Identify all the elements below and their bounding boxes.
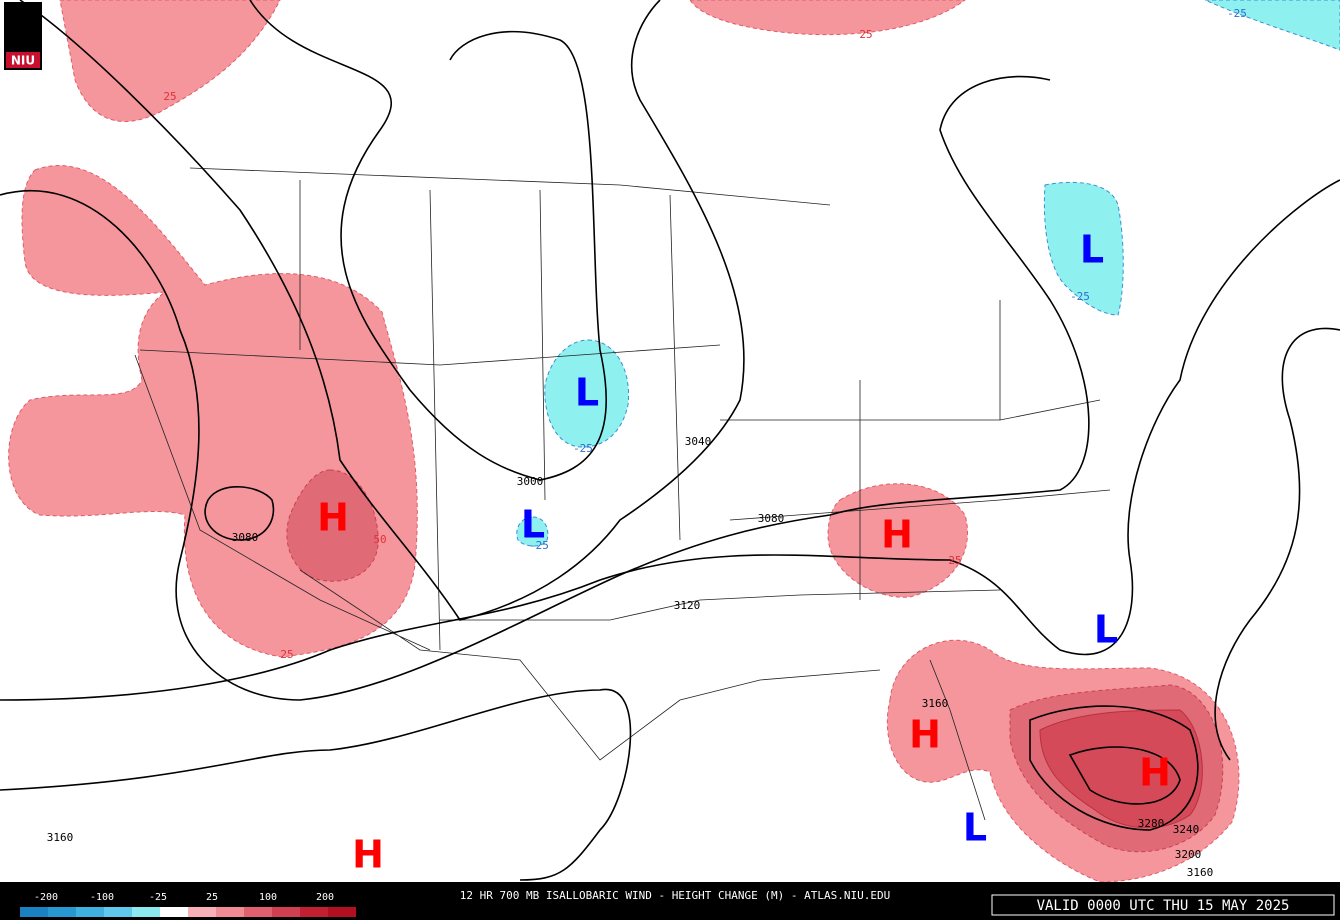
footer-title: 12 HR 700 MB ISALLOBARIC WIND - HEIGHT C… <box>460 889 890 902</box>
height-contour <box>0 75 1090 701</box>
legend-swatch <box>328 907 356 917</box>
legend-label: 200 <box>316 892 334 903</box>
pressure-center: H <box>909 713 941 757</box>
legend-swatch <box>132 907 160 917</box>
contour-label: 3080 <box>758 512 785 525</box>
pressure-center: L <box>1094 608 1118 652</box>
pressure-center: L <box>521 503 545 547</box>
legend-swatch <box>104 907 132 917</box>
height-rise-area <box>827 483 969 598</box>
height-change-label: 25 <box>859 28 872 41</box>
contour-label: 3040 <box>685 435 712 448</box>
pressure-center: L <box>1080 228 1104 272</box>
height-fall-area <box>544 339 630 448</box>
logo-band <box>6 52 40 68</box>
contour-label: 3160 <box>1187 866 1214 879</box>
legend-swatch <box>188 907 216 917</box>
pressure-center: L <box>575 371 599 415</box>
pressure-center: H <box>1139 751 1171 795</box>
height-change-label: 25 <box>948 554 961 567</box>
contour-label: 3280 <box>1138 817 1165 830</box>
height-contour <box>249 0 608 481</box>
legend-swatch <box>160 907 188 917</box>
legend-swatch <box>244 907 272 917</box>
contour-label: 3160 <box>47 831 74 844</box>
pressure-center: L <box>963 806 987 850</box>
height-contour <box>19 0 745 621</box>
legend-label: 25 <box>206 892 218 903</box>
height-change-label: -25 <box>1070 290 1090 303</box>
height-change-label: 25 <box>280 648 293 661</box>
pressure-center: H <box>317 496 349 540</box>
pressure-center: H <box>881 513 913 557</box>
contour-label: 3000 <box>517 475 544 488</box>
valid-time: VALID 0000 UTC THU 15 MAY 2025 <box>1037 898 1290 914</box>
contour-label: 3120 <box>674 599 701 612</box>
height-rise-area <box>1039 709 1203 829</box>
valid-box <box>991 894 1335 916</box>
height-fall-area <box>516 516 549 547</box>
contour-label: 3160 <box>922 697 949 710</box>
legend: -200 -100 -25 25 100 200 <box>20 892 356 917</box>
height-contour <box>0 179 1340 701</box>
legend-label: -100 <box>90 892 114 903</box>
legend-label: -200 <box>34 892 58 903</box>
height-fall-area <box>1043 181 1124 316</box>
height-rise-area <box>286 469 379 582</box>
height-rise-area <box>689 0 966 36</box>
contour-label: 3080 <box>232 531 259 544</box>
legend-swatch <box>300 907 328 917</box>
height-contour <box>0 688 632 881</box>
legend-swatch <box>20 907 48 917</box>
height-change-label: -25 <box>529 539 549 552</box>
contour-label: 3200 <box>1175 848 1202 861</box>
logo-text: NIU <box>11 54 35 68</box>
height-change-label: -25 <box>573 442 593 455</box>
height-rise-area <box>59 0 281 122</box>
height-change-label: 50 <box>373 533 386 546</box>
height-contour <box>204 486 275 541</box>
legend-label: 100 <box>259 892 277 903</box>
height-contour <box>1214 327 1340 761</box>
height-change-label: -25 <box>1227 7 1247 20</box>
pressure-center: H <box>352 833 384 877</box>
height-change-label: 25 <box>163 90 176 103</box>
contour-label: 3240 <box>1173 823 1200 836</box>
legend-swatch <box>216 907 244 917</box>
legend-swatch <box>76 907 104 917</box>
border <box>134 167 1111 821</box>
height-contour <box>1029 705 1199 831</box>
legend-swatch <box>272 907 300 917</box>
legend-label: -25 <box>149 892 167 903</box>
legend-swatch <box>48 907 76 917</box>
